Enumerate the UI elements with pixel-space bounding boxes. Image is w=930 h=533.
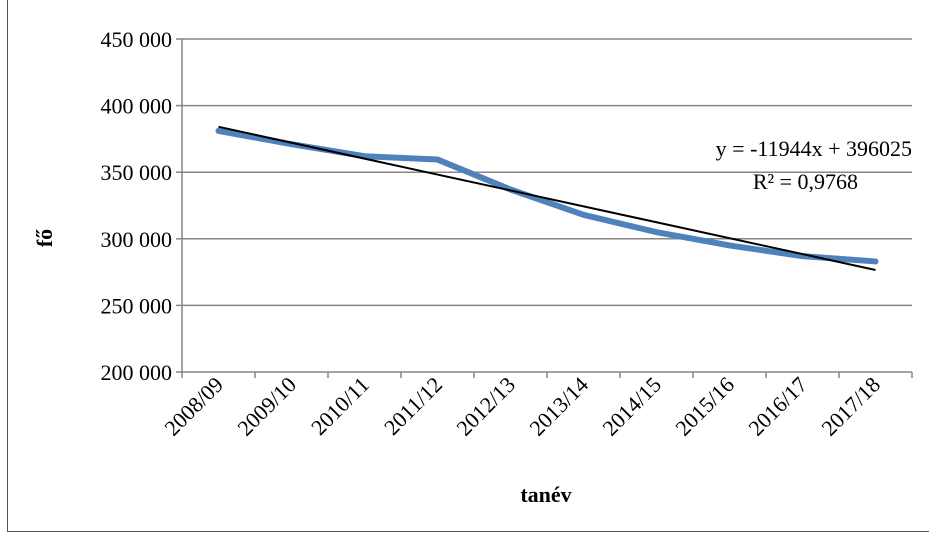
trendline (218, 125, 876, 271)
x-tick-label: 2014/15 (597, 372, 666, 441)
x-tick-label: 2015/16 (670, 372, 739, 441)
x-tick-label: 2013/14 (524, 372, 593, 441)
trendline-r-squared: R² = 0,9768 (753, 169, 858, 194)
x-axis-title: tanév (520, 482, 571, 507)
x-tick-label: 2009/10 (232, 372, 301, 441)
y-tick-label: 350 000 (101, 160, 173, 185)
y-tick-label: 400 000 (101, 94, 173, 119)
x-tick-label: 2016/17 (743, 372, 812, 441)
y-tick-label: 250 000 (101, 293, 173, 318)
x-tick-label: 2010/11 (306, 372, 374, 440)
y-axis-tick-labels: 200 000 250 000 300 000 350 000 400 000 450 0… (101, 27, 173, 385)
x-axis-ticks (181, 372, 913, 378)
x-tick-label: 2011/12 (379, 372, 447, 440)
x-tick-label: 2017/18 (816, 372, 885, 441)
y-tick-label: 200 000 (101, 360, 173, 385)
y-tick-label: 450 000 (101, 27, 173, 52)
y-tick-label: 300 000 (101, 227, 173, 252)
x-tick-label: 2012/13 (451, 372, 520, 441)
gridlines (176, 38, 912, 373)
trendline-equation: y = -11944x + 396025 (716, 136, 912, 161)
x-axis-tick-labels: 2008/09 2009/10 2010/11 2011/12 2012/13 2013/… (159, 372, 885, 441)
y-axis-title: fő (32, 229, 57, 247)
chart-frame (7, 0, 929, 532)
